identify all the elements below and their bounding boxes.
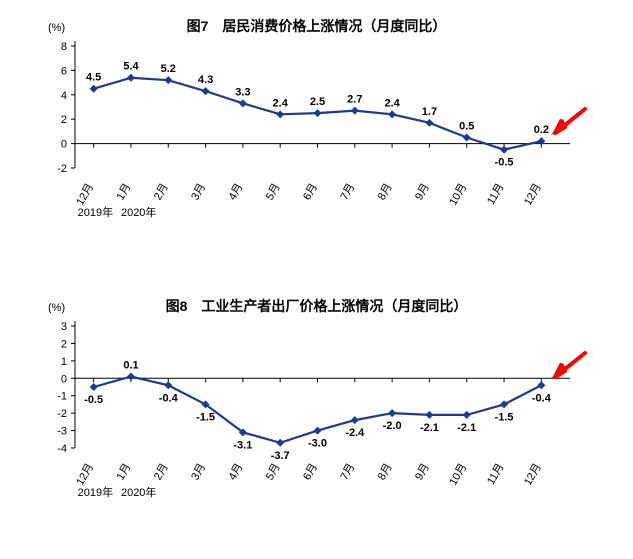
x-tick-label: 1月 bbox=[115, 182, 134, 203]
year-label: 2020年 bbox=[121, 204, 156, 220]
data-marker bbox=[202, 87, 210, 95]
x-tick-label: 5月 bbox=[264, 462, 283, 483]
data-marker bbox=[463, 134, 471, 142]
y-tick-label: 1 bbox=[61, 356, 67, 368]
data-marker bbox=[425, 411, 433, 419]
x-tick-label: 4月 bbox=[227, 182, 246, 203]
data-label: -0.4 bbox=[159, 392, 179, 404]
data-marker bbox=[276, 439, 284, 447]
x-tick-label: 12月 bbox=[522, 182, 544, 208]
y-tick-label: -3 bbox=[57, 426, 67, 438]
data-label: 0.5 bbox=[459, 121, 474, 133]
x-tick-label: 2月 bbox=[152, 182, 171, 203]
x-tick-label: 4月 bbox=[227, 462, 246, 483]
data-marker bbox=[425, 119, 433, 127]
data-label: 2.4 bbox=[273, 97, 289, 109]
x-tick-label: 9月 bbox=[413, 462, 432, 483]
y-tick-label: -2 bbox=[57, 163, 67, 175]
data-label: 0.1 bbox=[123, 360, 138, 372]
data-marker bbox=[90, 85, 98, 93]
data-label: 4.3 bbox=[198, 74, 213, 86]
y-tick-label: -4 bbox=[57, 443, 67, 455]
data-marker bbox=[463, 411, 471, 419]
data-label: 2.7 bbox=[347, 94, 362, 106]
data-label: 5.2 bbox=[161, 63, 176, 75]
y-tick-label: 6 bbox=[61, 65, 67, 77]
y-tick-label: 0 bbox=[61, 139, 67, 151]
page: 图7 居民消费价格上涨情况（月度同比） (%) -20246812月1月2月3月… bbox=[0, 0, 633, 559]
x-tick-label: 2月 bbox=[152, 462, 171, 483]
x-tick-label: 11月 bbox=[485, 182, 507, 207]
y-tick-label: -2 bbox=[57, 408, 67, 420]
data-marker bbox=[500, 146, 508, 154]
data-label: 4.5 bbox=[86, 72, 101, 84]
data-marker bbox=[388, 110, 396, 118]
data-label: -3.1 bbox=[233, 439, 252, 451]
data-label: 2.4 bbox=[384, 97, 400, 109]
data-label: -2.1 bbox=[420, 422, 439, 434]
data-marker bbox=[276, 110, 284, 118]
x-tick-label: 3月 bbox=[189, 462, 208, 483]
y-tick-label: 2 bbox=[61, 338, 67, 350]
year-label: 2019年 bbox=[78, 484, 113, 500]
data-label: -2.1 bbox=[457, 422, 476, 434]
data-marker bbox=[314, 427, 322, 435]
data-label: -3.7 bbox=[271, 450, 290, 462]
x-tick-label: 6月 bbox=[301, 182, 320, 203]
y-tick-label: 0 bbox=[61, 373, 67, 385]
chart1-block: 图7 居民消费价格上涨情况（月度同比） (%) -20246812月1月2月3月… bbox=[0, 10, 633, 270]
x-tick-label: 5月 bbox=[264, 182, 283, 203]
data-label: 2.5 bbox=[310, 96, 325, 108]
data-marker bbox=[127, 74, 135, 82]
x-tick-label: 1月 bbox=[115, 462, 134, 483]
data-label: -0.5 bbox=[84, 394, 103, 406]
year-label: 2019年 bbox=[78, 204, 113, 220]
x-tick-label: 10月 bbox=[447, 182, 469, 208]
y-tick-label: -1 bbox=[57, 391, 67, 403]
data-marker bbox=[500, 400, 508, 408]
x-tick-label: 9月 bbox=[413, 182, 432, 203]
data-marker bbox=[164, 381, 172, 389]
chart2-svg: -4-3-2-1012312月1月2月3月4月5月6月7月8月9月10月11月1… bbox=[20, 298, 615, 508]
data-label: -2.0 bbox=[383, 420, 402, 432]
data-label: -1.5 bbox=[196, 411, 215, 423]
data-label: 5.4 bbox=[123, 61, 139, 73]
data-label: -0.4 bbox=[532, 392, 552, 404]
data-marker bbox=[239, 99, 247, 107]
chart1-svg: -20246812月1月2月3月4月5月6月7月8月9月10月11月12月4.5… bbox=[20, 18, 615, 228]
data-label: -3.0 bbox=[308, 438, 327, 450]
chart2-block: 图8 工业生产者出厂价格上涨情况（月度同比） (%) -4-3-2-101231… bbox=[0, 290, 633, 550]
data-marker bbox=[127, 373, 135, 381]
data-marker bbox=[351, 107, 359, 115]
data-marker bbox=[314, 109, 322, 117]
data-marker bbox=[90, 383, 98, 391]
data-marker bbox=[537, 381, 545, 389]
y-tick-label: 8 bbox=[61, 41, 67, 53]
x-tick-label: 7月 bbox=[338, 182, 357, 203]
x-tick-label: 8月 bbox=[376, 462, 395, 483]
data-label: -1.5 bbox=[495, 411, 514, 423]
data-marker bbox=[164, 76, 172, 84]
data-label: -0.5 bbox=[495, 157, 514, 169]
x-tick-label: 3月 bbox=[189, 182, 208, 203]
year-label: 2020年 bbox=[121, 484, 156, 500]
x-tick-label: 7月 bbox=[338, 462, 357, 483]
data-label: 1.7 bbox=[422, 106, 437, 118]
y-tick-label: 2 bbox=[61, 114, 67, 126]
y-tick-label: 4 bbox=[61, 90, 67, 102]
data-marker bbox=[351, 416, 359, 424]
x-tick-label: 10月 bbox=[447, 462, 469, 488]
x-tick-label: 11月 bbox=[485, 462, 507, 487]
data-marker bbox=[388, 409, 396, 417]
x-tick-label: 12月 bbox=[522, 462, 544, 488]
data-label: 3.3 bbox=[235, 86, 250, 98]
x-tick-label: 8月 bbox=[376, 182, 395, 203]
x-tick-label: 6月 bbox=[301, 462, 320, 483]
y-tick-label: 3 bbox=[61, 321, 67, 333]
data-label: -2.4 bbox=[345, 427, 365, 439]
